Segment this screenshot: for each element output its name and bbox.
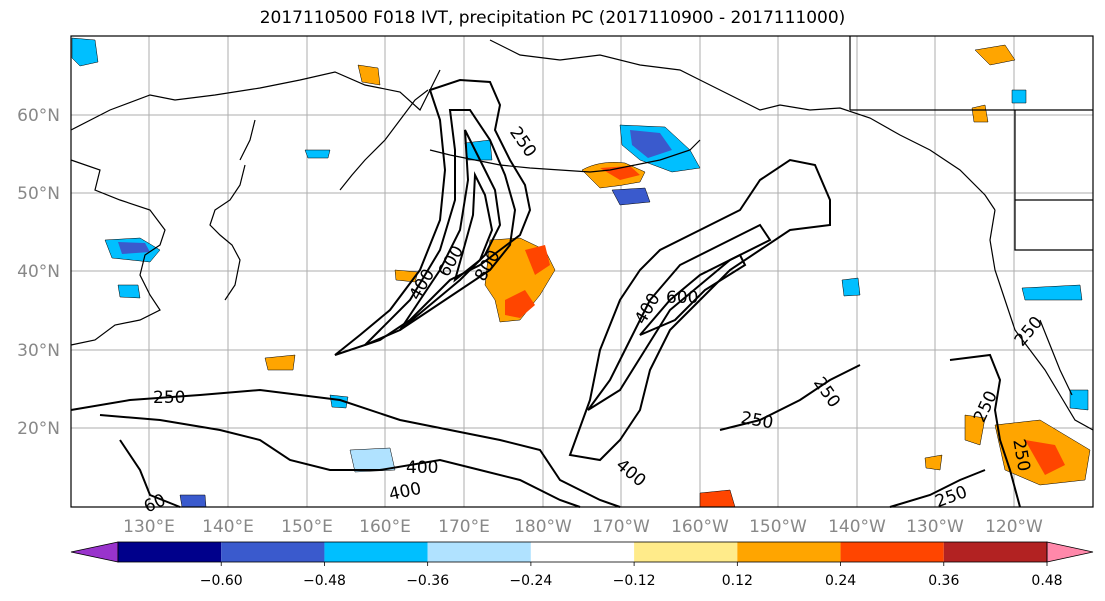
longitude-label: 140°W: [828, 517, 886, 537]
coastline-arctic: [849, 36, 1093, 111]
map-frame: [70, 35, 1094, 508]
colorbar-segment: [530, 542, 635, 562]
precip-blob-positive: [699, 489, 736, 508]
map-title: 2017110500 F018 IVT, precipitation PC (2…: [259, 8, 846, 28]
longitude-label: 160°W: [671, 517, 729, 537]
ivt-contour-250: [334, 78, 532, 356]
colorbar-tick-label: 0.36: [928, 573, 959, 589]
colorbar-segment: [943, 542, 1047, 562]
colorbar-tick-label: −0.60: [200, 573, 243, 589]
ivt-contour-250-se2: [889, 469, 986, 508]
longitude-label: 140°E: [202, 517, 254, 537]
precip-blob-negative: [1069, 389, 1089, 411]
precip-blob-negative: [329, 394, 349, 409]
ivt-contour-250-south: [70, 388, 621, 508]
precip-blob-positive: [974, 44, 1016, 66]
precip-blob-negative: [349, 447, 396, 473]
ivt-contour-400-central: [587, 223, 772, 411]
longitude-label: 170°W: [592, 517, 650, 537]
longitude-label: 130°E: [123, 517, 175, 537]
colorbar-segment: [737, 542, 841, 562]
precip-blob-negative: [71, 37, 99, 67]
precip-blob-negative: [841, 277, 861, 297]
colorbar-tick-label: 0.48: [1031, 573, 1062, 589]
coastlines: [70, 36, 1094, 431]
precip-blob-negative: [611, 187, 651, 206]
precip-blob-negative: [117, 284, 141, 299]
latitude-label: 50°N: [17, 184, 60, 204]
longitude-label: 170°E: [438, 517, 490, 537]
ivt-contour-600-central: [639, 253, 747, 336]
latitude-label: 60°N: [17, 106, 60, 126]
colorbar-extend-low: [70, 541, 119, 563]
ivt-contour-250-se: [949, 353, 1021, 508]
colorbar-segment: [840, 542, 944, 562]
latitude-label: 20°N: [17, 419, 60, 439]
longitude-label: 160°E: [359, 517, 411, 537]
colorbar-segment: [118, 542, 222, 562]
precip-blob-negative: [118, 242, 150, 254]
gridlines: [71, 36, 1093, 507]
coastline-bering: [489, 39, 561, 61]
colorbar-tick-label: −0.24: [509, 573, 552, 589]
precip-blob-positive: [1025, 440, 1065, 475]
precip-blob-negative: [630, 130, 672, 158]
colorbar-extend-high: [1046, 541, 1094, 563]
latitude-label: 40°N: [17, 262, 60, 282]
colorbar: −0.60 −0.48 −0.36 −0.24 −0.12 0.12 0.24 0.36 0.4…: [70, 541, 1094, 589]
coastline-border: [1014, 110, 1093, 251]
coastline-asia: [70, 69, 441, 346]
longitude-label: 150°W: [749, 517, 807, 537]
longitude-labels: 130°E 140°E 150°E 160°E 170°E 180°W 170°W 160°W…: [123, 517, 1043, 537]
contour-label: 400: [406, 458, 438, 478]
longitude-label: 130°W: [906, 517, 964, 537]
precip-blob-positive: [964, 414, 986, 446]
map-panel: 250 400 600 800 400 600 250 250 400 400 …: [70, 35, 1094, 517]
contour-label: 600: [666, 288, 698, 308]
precip-blob-negative: [1021, 284, 1083, 301]
colorbar-frame: [117, 541, 1048, 563]
ivt-contour-800: [453, 171, 494, 283]
longitude-label: 120°W: [985, 517, 1043, 537]
ivt-contour-400-south: [99, 414, 581, 508]
precip-blob-positive: [971, 104, 989, 123]
coastline-kamchatka: [339, 89, 429, 191]
coastline-japan: [209, 164, 246, 301]
colorbar-tick-label: −0.36: [406, 573, 449, 589]
coastline-baja: [1039, 319, 1073, 396]
precip-blob-positive: [357, 64, 381, 86]
precip-blob-negative: [1011, 89, 1027, 104]
colorbar-tick-label: 0.24: [825, 573, 856, 589]
contour-label: 250: [153, 388, 185, 408]
colorbar-segment: [634, 542, 738, 562]
coastline-sakhalin: [239, 119, 256, 161]
colorbar-tick-label: −0.48: [303, 573, 346, 589]
ivt-contour-600: [399, 129, 502, 331]
precip-blob-negative: [179, 494, 207, 508]
colorbar-segment: [221, 542, 325, 562]
precip-blob-positive: [264, 354, 296, 371]
longitude-label: 180°W: [514, 517, 572, 537]
ivt-contour-60: [119, 439, 181, 508]
precip-blob-positive: [525, 245, 550, 275]
colorbar-segment: [427, 542, 531, 562]
ivt-contour-250-central: [568, 158, 831, 462]
coastline-alaska: [559, 54, 996, 211]
ivt-contours: [70, 78, 1021, 508]
longitude-label: 150°E: [281, 517, 333, 537]
precip-blob-negative: [304, 149, 331, 159]
ivt-contour-250-hawaii: [719, 364, 861, 431]
colorbar-tick-label: −0.12: [613, 573, 656, 589]
colorbar-segment: [324, 542, 428, 562]
precip-shading: [71, 37, 1091, 508]
colorbar-tick-label: 0.12: [722, 573, 753, 589]
latitude-labels: 60°N 50°N 40°N 30°N 20°N: [17, 106, 60, 439]
precip-blob-positive: [924, 454, 943, 471]
latitude-label: 30°N: [17, 341, 60, 361]
ivt-contour-400: [364, 109, 517, 346]
precip-blob-positive: [505, 290, 535, 318]
coastline-north-america: [989, 209, 1094, 431]
coastline-aleutians: [429, 139, 701, 173]
